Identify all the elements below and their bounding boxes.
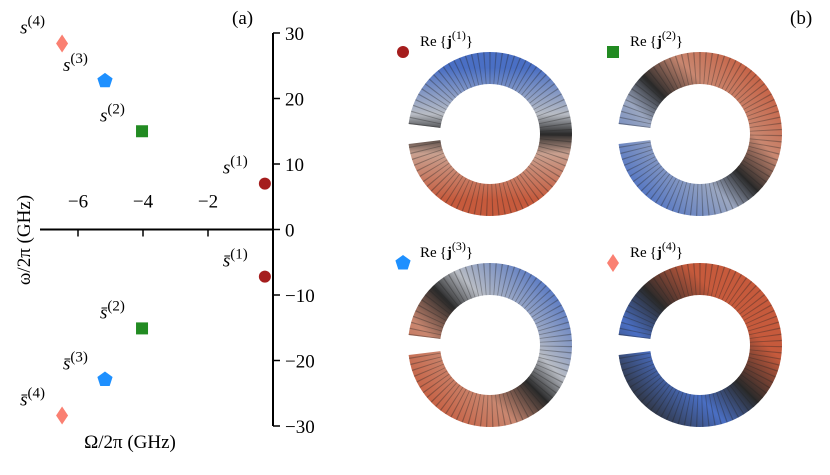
marker-pentagon	[395, 255, 411, 270]
label-sup: (1)	[230, 247, 248, 263]
label-sup: (4)	[662, 239, 676, 253]
marker-circle	[397, 46, 409, 58]
mode-label: Re {j(4)}	[630, 239, 683, 261]
label-base: s̄	[223, 251, 231, 272]
label-base: s̄	[100, 302, 108, 323]
label-base: s	[20, 17, 27, 38]
marker-pentagon	[97, 371, 113, 386]
label-brace: }	[676, 34, 683, 50]
ring-field	[618, 263, 782, 427]
label-sup: (3)	[452, 239, 466, 253]
label-sup: (3)	[70, 349, 88, 365]
label-sup: (4)	[27, 386, 45, 402]
point-label: s(3)	[63, 51, 88, 76]
mode-label: Re {j(2)}	[630, 28, 683, 50]
point-label: s̄(1)	[223, 247, 248, 272]
point-label: s̄(3)	[63, 349, 88, 374]
label-brace: }	[676, 245, 683, 261]
label-prefix: Re	[630, 245, 647, 261]
label-base: s̄	[20, 390, 28, 411]
label-brace: {	[650, 34, 657, 50]
point-label: s(4)	[20, 13, 45, 38]
label-sup: (4)	[27, 13, 45, 29]
label-sup: (2)	[662, 28, 676, 42]
point-label: s̄(4)	[20, 386, 45, 411]
marker-circle	[258, 270, 271, 283]
label-sup: (1)	[452, 28, 466, 42]
panel-b-title: (b)	[790, 8, 812, 29]
ring-field	[408, 52, 572, 216]
point-label: s̄(2)	[100, 298, 125, 323]
label-sup: (2)	[107, 298, 125, 314]
label-brace: }	[466, 245, 473, 261]
marker-diamond	[56, 406, 69, 425]
label-base: s	[63, 55, 70, 76]
y-tick-label: 0	[285, 221, 295, 242]
y-tick-label: 10	[285, 155, 304, 176]
x-tick-label: −4	[133, 192, 154, 213]
label-sup: (1)	[230, 154, 248, 170]
marker-square	[136, 125, 149, 138]
marker-diamond	[56, 34, 69, 53]
label-vector: j	[446, 34, 452, 50]
label-vector: j	[656, 245, 662, 261]
label-brace: {	[440, 245, 447, 261]
label-base: s	[223, 158, 230, 179]
marker-square	[136, 322, 149, 335]
marker-diamond	[607, 254, 619, 272]
marker-pentagon	[97, 72, 113, 88]
x-tick-label: −2	[198, 192, 218, 213]
label-brace: }	[466, 34, 473, 50]
label-brace: {	[650, 245, 657, 261]
label-prefix: Re	[630, 34, 647, 50]
y-tick-label: 30	[285, 24, 304, 45]
panel-a-title: (a)	[232, 8, 253, 29]
marker-square	[607, 46, 619, 58]
point-label: s(1)	[223, 154, 248, 179]
y-tick-label: −20	[285, 352, 315, 373]
mode-label: Re {j(1)}	[420, 28, 473, 50]
y-axis-label: ω/2π (GHz)	[14, 195, 35, 285]
label-sup: (2)	[107, 101, 125, 117]
label-vector: j	[656, 34, 662, 50]
marker-circle	[258, 177, 271, 190]
point-label: s(2)	[100, 101, 125, 126]
label-prefix: Re	[420, 34, 437, 50]
y-tick-label: 20	[285, 90, 304, 111]
label-base: s	[100, 105, 107, 126]
x-tick-label: −6	[68, 192, 88, 213]
label-vector: j	[446, 245, 452, 261]
y-tick-label: −10	[285, 286, 315, 307]
ring-field	[618, 52, 782, 216]
label-base: s̄	[63, 353, 71, 374]
mode-label: Re {j(3)}	[420, 239, 473, 261]
ring-field	[408, 263, 572, 427]
x-axis-label: Ω/2π (GHz)	[84, 432, 176, 453]
label-brace: {	[440, 34, 447, 50]
label-sup: (3)	[70, 51, 88, 67]
label-prefix: Re	[420, 245, 437, 261]
y-tick-label: −30	[285, 417, 315, 438]
